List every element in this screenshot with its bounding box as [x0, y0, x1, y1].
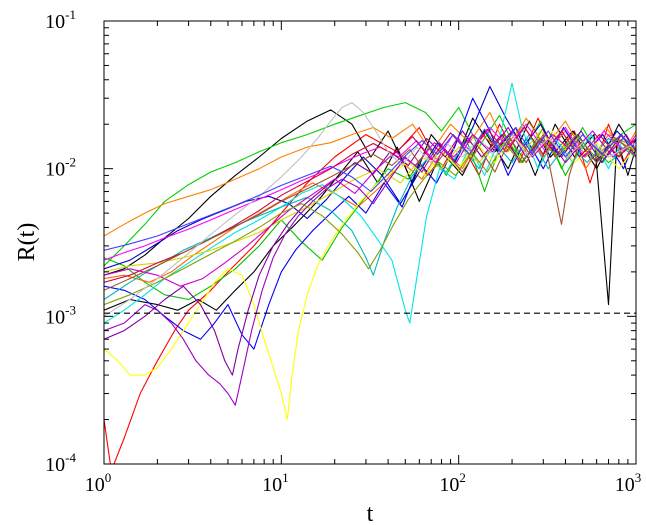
y-tick-label: 10-3 — [45, 302, 76, 328]
series-line-4 — [104, 102, 636, 267]
x-tick-label: 102 — [439, 470, 466, 496]
series-line-21 — [104, 102, 636, 317]
series-line-6 — [104, 111, 636, 237]
x-tick-label: 100 — [85, 470, 112, 496]
x-tick-label: 101 — [262, 470, 289, 496]
y-axis-label: R(t) — [14, 223, 40, 262]
tick-layer: 100 101 102 103 10-4 10-3 10-2 10-1 — [45, 7, 641, 496]
series-line-15 — [104, 130, 636, 376]
x-tick-label: 103 — [615, 470, 642, 496]
series-line-12 — [104, 130, 636, 421]
series-line-1 — [104, 117, 636, 464]
series-layer — [104, 82, 636, 464]
series-line-19 — [104, 134, 636, 306]
series-line-9 — [104, 85, 636, 270]
plot-frame — [103, 20, 637, 465]
series-line-7 — [104, 123, 636, 283]
series-line-11 — [104, 134, 636, 300]
y-tick-label: 10-2 — [45, 155, 76, 181]
x-axis-label: t — [367, 501, 374, 525]
series-line-20 — [104, 134, 636, 291]
series-line-22 — [104, 126, 636, 251]
y-tick-label: 10-1 — [45, 7, 76, 33]
series-line-17 — [104, 130, 636, 287]
y-tick-label: 10-4 — [45, 450, 76, 476]
series-line-5 — [104, 126, 636, 301]
